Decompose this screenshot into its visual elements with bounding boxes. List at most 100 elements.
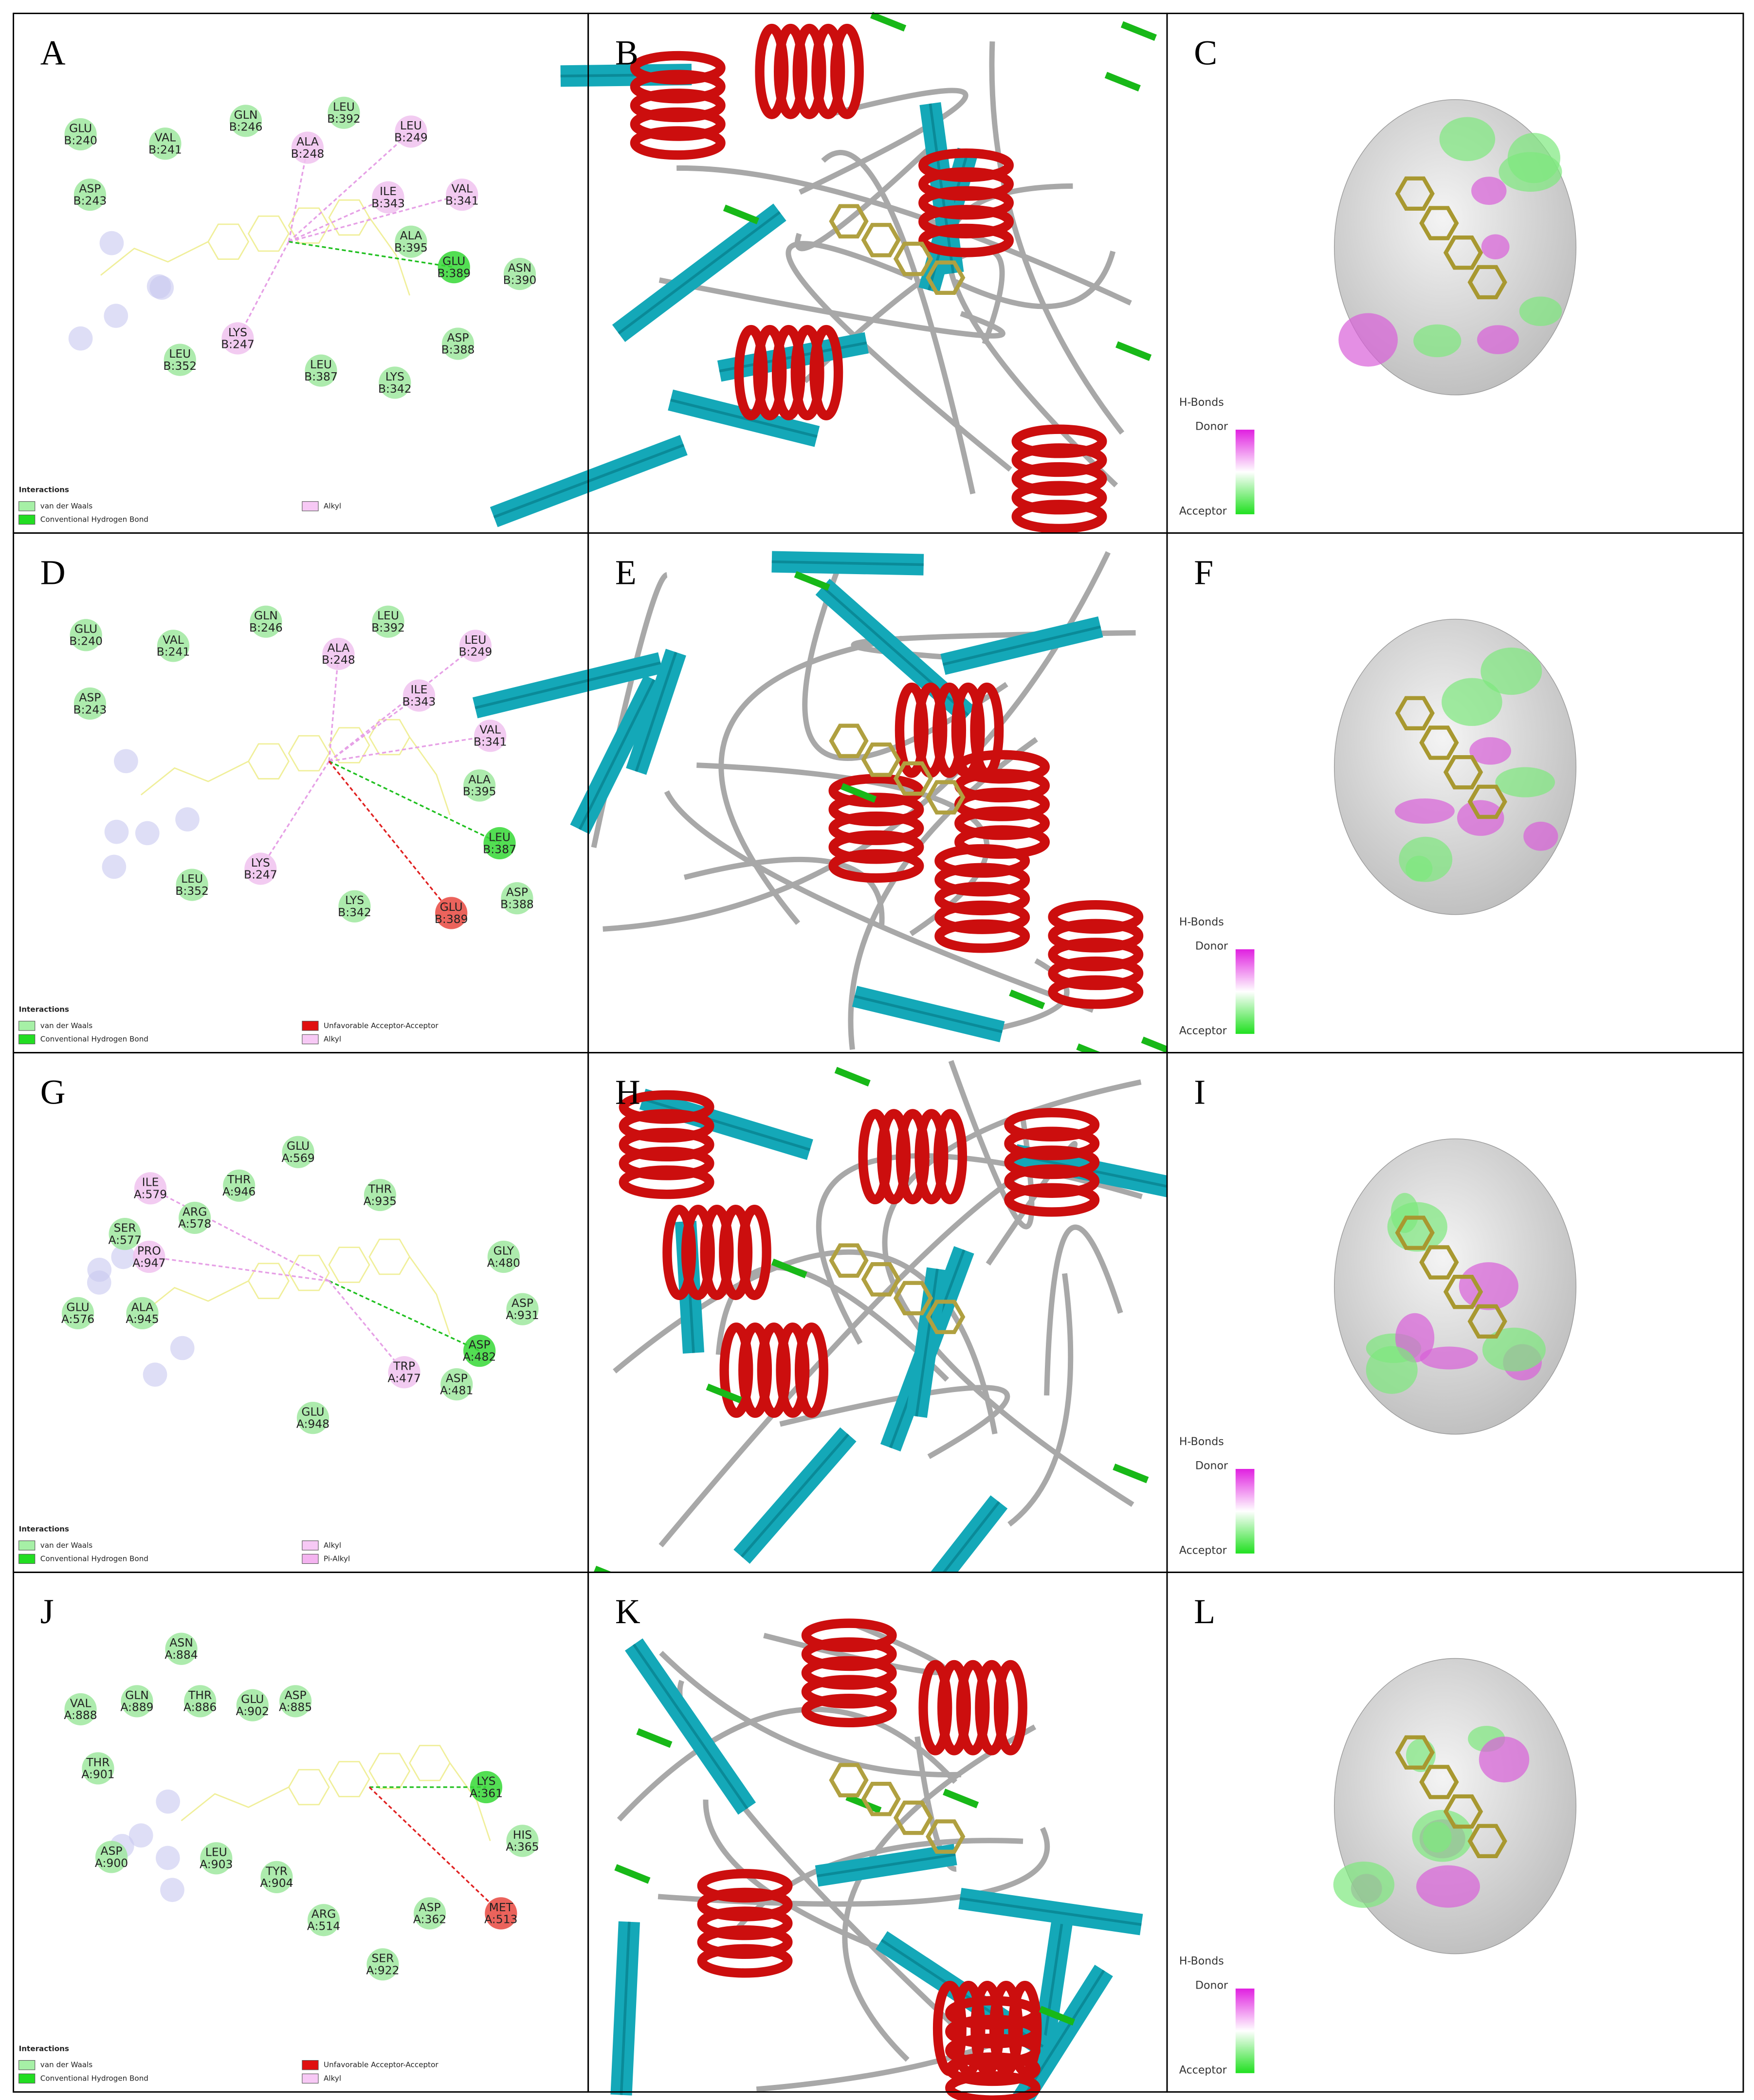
residue-id: B:247: [244, 868, 277, 882]
protein-ribbon: [593, 1060, 1199, 1645]
residue-node: [364, 1178, 397, 1212]
residue-name: LEU: [400, 119, 422, 132]
solvent-halo: [114, 749, 138, 774]
residue-node: [73, 179, 107, 211]
strand-edge: [816, 1853, 956, 1878]
alpha-helix: [951, 682, 985, 778]
residue-node: [305, 354, 337, 387]
ligand-chain: [140, 760, 249, 796]
panel-frame: [13, 532, 589, 1053]
residue-name: ALA: [400, 229, 422, 242]
ligand-sticks: [829, 1763, 966, 1854]
alpha-helix: [1011, 481, 1107, 515]
residue-node: [109, 1217, 141, 1250]
residue-node: [282, 1136, 314, 1168]
residue-name: ASP: [469, 1338, 491, 1352]
ligand-ring: [288, 207, 330, 244]
ligand-ring: [1467, 1304, 1507, 1339]
alpha-helix: [1004, 1108, 1100, 1142]
residue-id: A:361: [470, 1786, 503, 1800]
hbond-legend-title: H-Bonds: [1179, 1436, 1224, 1448]
residue-node: [485, 1897, 517, 1930]
legend-swatch: [18, 1540, 36, 1551]
alpha-helix: [1048, 975, 1144, 1009]
alpha-helix: [830, 23, 864, 119]
residue-id: B:243: [73, 194, 107, 207]
ligand-ring: [1419, 1245, 1459, 1280]
residue-id: A:577: [109, 1233, 142, 1247]
ligand-ring: [861, 1781, 901, 1816]
residue-node: [446, 179, 478, 211]
residue-node: [395, 115, 427, 148]
panel-label: K: [615, 1592, 640, 1631]
residue-id: A:931: [506, 1308, 539, 1322]
hbond-gradient: [1235, 949, 1255, 1034]
residue-name: ALA: [328, 641, 350, 654]
residue-id: B:390: [503, 273, 537, 287]
residue-node: [459, 630, 492, 662]
alpha-helix: [1048, 900, 1144, 934]
ligand-ring: [1467, 784, 1507, 819]
surface-patch: [1423, 1822, 1452, 1853]
ligand-ring: [829, 1763, 869, 1797]
ligand-ring: [328, 1761, 370, 1797]
strand-edge: [1042, 1917, 1064, 2049]
hbond-donor: Donor: [1195, 421, 1228, 433]
alpha-helix: [801, 1637, 897, 1671]
ligand-ring: [409, 1745, 451, 1781]
residue-name: THR: [188, 1688, 212, 1702]
residue-id: B:343: [371, 197, 405, 210]
residue-node: [470, 1771, 503, 1804]
ligand-ring: [328, 727, 370, 763]
alpha-helix: [753, 325, 787, 420]
residue-id: B:395: [463, 785, 496, 798]
residue-id: B:246: [249, 621, 283, 634]
panel-frame: [13, 13, 589, 534]
hbond-legend-title: H-Bonds: [1179, 1955, 1224, 1968]
ligand-ring: [926, 1819, 966, 1854]
alpha-helix: [630, 51, 726, 85]
residue-name: ASP: [446, 1372, 468, 1385]
ligand-sticks: [1395, 176, 1507, 300]
coil: [798, 88, 968, 195]
hbond-donor: Donor: [1195, 941, 1228, 953]
ligand-ring: [861, 223, 901, 257]
legend-label: van der Waals: [40, 2061, 92, 2069]
coil: [914, 1736, 957, 1872]
turn: [706, 1383, 742, 1404]
residue-node: [483, 827, 516, 860]
residue-name: GLU: [301, 1405, 324, 1419]
ligand-chain: [100, 241, 209, 276]
alpha-helix: [619, 1090, 714, 1124]
residue-id: B:387: [483, 842, 516, 856]
alpha-helix: [1048, 919, 1144, 953]
solvent-halo: [160, 1878, 184, 1902]
panel-label: H: [615, 1072, 640, 1111]
residue-name: GLU: [442, 254, 465, 268]
alpha-helix: [945, 2033, 1041, 2067]
strand-edge: [740, 1433, 850, 1558]
alpha-helix: [934, 863, 1030, 897]
ligand-ring: [368, 1753, 411, 1790]
ligand-ring: [368, 1238, 411, 1275]
residue-name: THR: [86, 1756, 110, 1769]
residue-id: A:945: [126, 1312, 159, 1326]
residue-id: A:935: [364, 1194, 397, 1208]
alpha-helix: [895, 682, 929, 778]
residue-node: [372, 181, 404, 214]
alpha-helix: [1048, 956, 1144, 990]
turn: [636, 1728, 673, 1748]
coil: [989, 41, 1125, 435]
residue-id: A:513: [484, 1913, 517, 1926]
legend-swatch: [302, 1021, 319, 1031]
strand-edge: [670, 398, 818, 438]
alpha-helix: [918, 167, 1014, 201]
ligand-sticks: [1395, 1215, 1507, 1339]
residue-id: B:248: [322, 653, 355, 667]
residue-node: [388, 1356, 420, 1389]
alpha-helix: [956, 1660, 990, 1756]
alpha-helix: [1048, 938, 1144, 972]
residue-id: B:389: [437, 266, 471, 280]
residue-node: [402, 679, 436, 712]
